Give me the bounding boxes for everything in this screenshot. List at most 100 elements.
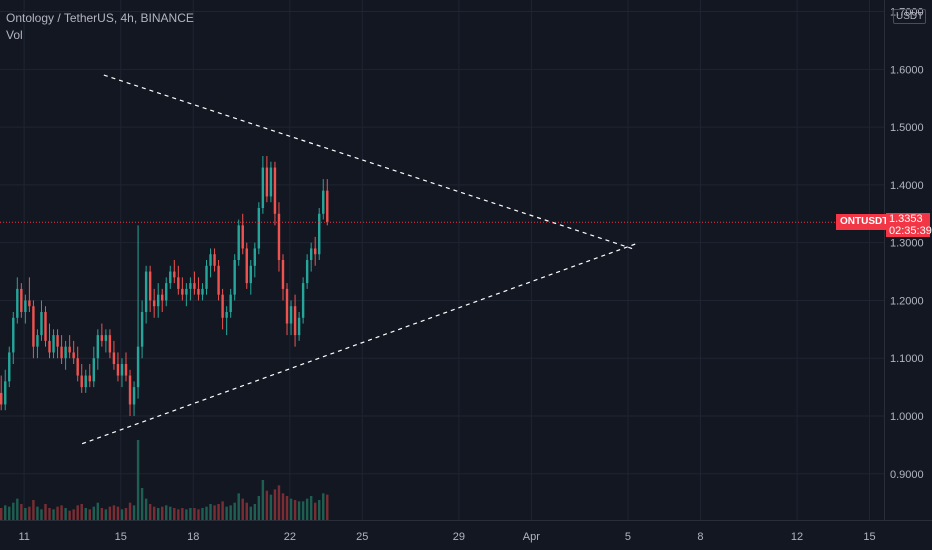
- volume-bar: [124, 508, 128, 520]
- candle-body: [293, 306, 297, 336]
- volume-bar: [72, 509, 75, 520]
- candle-body: [297, 317, 301, 336]
- candle-body: [80, 375, 83, 388]
- candle-body: [92, 358, 96, 382]
- candlesticks: [0, 156, 329, 416]
- time-axis[interactable]: 11 15 18 22 25 29 Apr 5 8 12 15: [18, 531, 875, 543]
- volume-bar: [241, 498, 244, 520]
- candle-body: [265, 167, 269, 197]
- candle-body: [120, 364, 124, 376]
- volume-bar: [161, 506, 164, 520]
- candle-body: [273, 167, 277, 214]
- volume-bar: [100, 508, 104, 520]
- price-tick-label: 1.3000: [890, 238, 924, 250]
- candle-body: [152, 300, 156, 307]
- volume-bar: [289, 498, 293, 520]
- time-tick-label: 15: [863, 531, 875, 543]
- time-tick-label: 12: [791, 531, 803, 543]
- candle-body: [156, 294, 160, 307]
- candle-body: [326, 190, 329, 223]
- candle-body: [313, 248, 317, 255]
- volume-bar: [293, 500, 297, 520]
- currency-unit-badge[interactable]: USDT: [893, 9, 927, 24]
- volume-bar: [213, 505, 216, 520]
- bar-countdown: 02:35:39: [889, 225, 932, 238]
- volume-bar: [205, 506, 208, 520]
- candle-body: [201, 288, 204, 295]
- volume-bar: [152, 506, 156, 520]
- candle-body: [301, 283, 305, 318]
- candle-body: [104, 335, 108, 341]
- volume-bar: [318, 500, 321, 520]
- volume-bar: [326, 494, 329, 520]
- volume-bar: [96, 502, 100, 520]
- volume-bar: [36, 506, 39, 520]
- candle-body: [289, 306, 293, 324]
- volume-bar: [8, 506, 11, 520]
- volume-bar: [44, 504, 47, 520]
- candle-body: [165, 283, 168, 301]
- volume-bar: [104, 509, 108, 520]
- volume-bar: [169, 506, 172, 520]
- volume-bar: [237, 493, 240, 520]
- volume-bar: [24, 508, 27, 520]
- candle-body: [225, 312, 228, 318]
- volume-bar: [165, 505, 168, 520]
- volume-bar: [281, 493, 285, 520]
- candle-body: [60, 346, 63, 359]
- volume-bar: [140, 488, 144, 520]
- candle-body: [229, 294, 232, 312]
- candle-body: [221, 294, 224, 318]
- volume-bar: [120, 509, 124, 520]
- candle-body: [161, 294, 164, 301]
- volume-bar: [136, 440, 140, 520]
- volume-bar: [225, 506, 228, 520]
- volume-bar: [92, 506, 96, 520]
- price-tick-label: 1.1000: [890, 353, 924, 365]
- candle-body: [0, 392, 3, 405]
- time-tick-label: 8: [697, 531, 703, 543]
- candle-body: [48, 340, 51, 353]
- symbol-price-tag: ONTUSDT: [836, 214, 893, 231]
- volume-bars: [0, 440, 329, 520]
- volume-bar: [128, 502, 132, 520]
- volume-bar: [313, 502, 317, 520]
- volume-bar: [229, 505, 232, 520]
- candle-body: [245, 248, 248, 284]
- volume-label[interactable]: Vol: [6, 28, 23, 42]
- candle-body: [322, 190, 325, 214]
- candle-body: [28, 300, 31, 307]
- candle-body: [112, 352, 116, 364]
- candle-body: [140, 312, 144, 347]
- price-tick-label: 1.4000: [890, 180, 924, 192]
- price-axis[interactable]: 1.70001.60001.50001.40001.30001.20001.10…: [890, 7, 924, 481]
- volume-bar: [309, 496, 313, 520]
- trendlines[interactable]: [81, 74, 638, 445]
- candle-body: [233, 260, 236, 295]
- volume-bar: [249, 506, 252, 520]
- volume-bar: [201, 508, 204, 520]
- volume-bar: [112, 505, 116, 520]
- volume-bar: [269, 494, 273, 520]
- symbol-title[interactable]: Ontology / TetherUS, 4h, BINANCE: [6, 11, 194, 25]
- candle-body: [257, 208, 261, 249]
- candle-body: [318, 213, 321, 255]
- candle-body: [44, 312, 47, 341]
- volume-bar: [189, 508, 192, 520]
- volume-bar: [277, 485, 281, 520]
- volume-bar: [217, 504, 220, 520]
- volume-bar: [28, 506, 31, 520]
- volume-bar: [197, 509, 200, 520]
- candle-body: [305, 260, 309, 284]
- volume-bar: [221, 501, 224, 520]
- candle-body: [181, 288, 184, 295]
- time-tick-label: 22: [284, 531, 296, 543]
- candle-body: [173, 271, 176, 278]
- volume-bar: [297, 501, 301, 520]
- volume-bar: [64, 508, 67, 520]
- candle-body: [205, 265, 208, 289]
- volume-bar: [108, 506, 112, 520]
- volume-bar: [273, 489, 277, 520]
- volume-bar: [132, 505, 136, 520]
